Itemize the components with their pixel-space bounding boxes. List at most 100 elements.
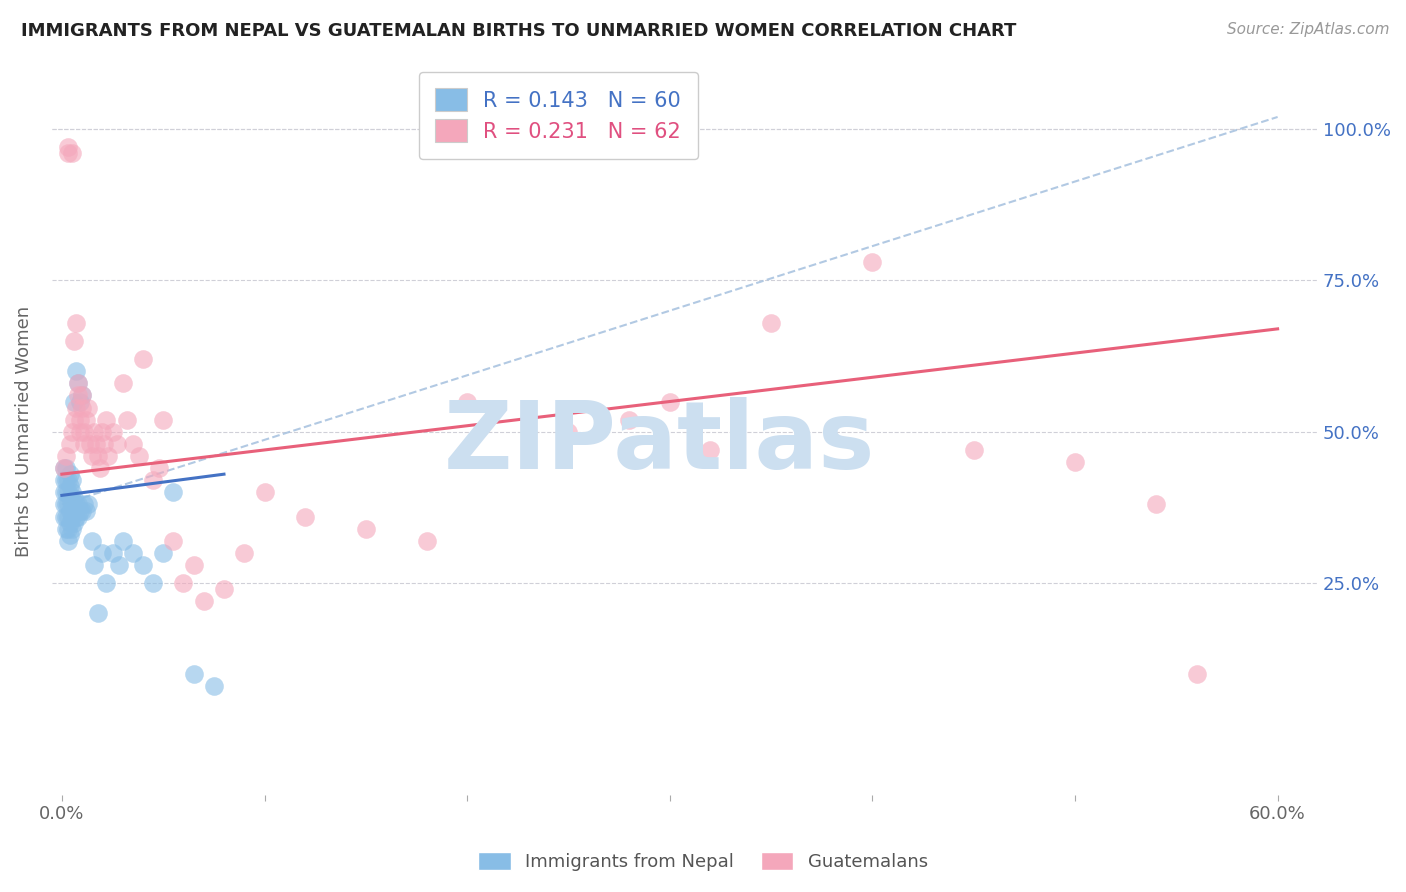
Point [294, 509, 316, 524]
Point [111, 533, 134, 548]
Point [107, 558, 129, 572]
Point [55, 498, 77, 512]
Point [56, 146, 79, 161]
Text: IMMIGRANTS FROM NEPAL VS GUATEMALAN BIRTHS TO UNMARRIED WOMEN CORRELATION CHART: IMMIGRANTS FROM NEPAL VS GUATEMALAN BIRT… [21, 22, 1017, 40]
Point [55, 461, 77, 475]
Point [67, 376, 90, 391]
Point [1144, 498, 1167, 512]
Legend: Immigrants from Nepal, Guatemalans: Immigrants from Nepal, Guatemalans [471, 845, 935, 879]
Point [73, 498, 96, 512]
Point [83, 558, 105, 572]
Point [415, 533, 437, 548]
Point [963, 442, 986, 457]
Point [60, 498, 83, 512]
Point [91, 546, 114, 560]
Point [67, 509, 90, 524]
Point [56, 522, 79, 536]
Point [233, 546, 256, 560]
Point [79, 437, 101, 451]
Point [60, 473, 83, 487]
Point [56, 140, 79, 154]
Point [60, 522, 83, 536]
Point [89, 461, 111, 475]
Point [52, 498, 75, 512]
Point [52, 485, 75, 500]
Point [69, 425, 91, 439]
Point [193, 594, 215, 608]
Point [101, 425, 124, 439]
Point [55, 485, 77, 500]
Point [59, 467, 82, 482]
Point [658, 394, 681, 409]
Point [59, 437, 82, 451]
Point [67, 376, 90, 391]
Point [253, 485, 276, 500]
Point [65, 498, 87, 512]
Point [55, 449, 77, 463]
Point [101, 546, 124, 560]
Point [132, 558, 155, 572]
Point [456, 394, 478, 409]
Point [212, 582, 235, 597]
Point [73, 437, 96, 451]
Point [354, 522, 377, 536]
Point [59, 527, 82, 541]
Point [60, 425, 83, 439]
Point [115, 412, 138, 426]
Point [75, 412, 97, 426]
Point [699, 442, 721, 457]
Point [56, 473, 79, 487]
Point [183, 558, 205, 572]
Point [69, 503, 91, 517]
Point [70, 388, 93, 402]
Point [86, 437, 108, 451]
Point [56, 509, 79, 524]
Point [65, 509, 87, 524]
Point [557, 425, 579, 439]
Point [73, 425, 96, 439]
Point [63, 516, 86, 530]
Point [60, 146, 83, 161]
Point [70, 503, 93, 517]
Point [63, 503, 86, 517]
Point [105, 437, 128, 451]
Point [77, 401, 100, 415]
Point [142, 576, 165, 591]
Point [56, 533, 79, 548]
Point [83, 425, 105, 439]
Point [152, 412, 174, 426]
Point [60, 485, 83, 500]
Point [96, 412, 118, 426]
Point [1185, 667, 1208, 681]
Point [65, 364, 87, 378]
Point [128, 449, 150, 463]
Y-axis label: Births to Unmarried Women: Births to Unmarried Women [15, 306, 32, 558]
Point [70, 388, 93, 402]
Point [52, 509, 75, 524]
Point [69, 394, 91, 409]
Point [59, 479, 82, 493]
Point [148, 461, 170, 475]
Point [52, 461, 75, 475]
Point [65, 316, 87, 330]
Point [59, 491, 82, 506]
Point [63, 394, 86, 409]
Point [87, 607, 110, 621]
Point [75, 503, 97, 517]
Point [70, 401, 93, 415]
Point [91, 425, 114, 439]
Point [59, 516, 82, 530]
Point [93, 437, 115, 451]
Point [860, 255, 883, 269]
Point [69, 412, 91, 426]
Point [82, 533, 104, 548]
Point [52, 473, 75, 487]
Point [759, 316, 782, 330]
Point [59, 503, 82, 517]
Point [162, 485, 184, 500]
Point [152, 546, 174, 560]
Point [619, 412, 641, 426]
Text: ZIPatlas: ZIPatlas [444, 397, 876, 489]
Point [56, 485, 79, 500]
Point [63, 491, 86, 506]
